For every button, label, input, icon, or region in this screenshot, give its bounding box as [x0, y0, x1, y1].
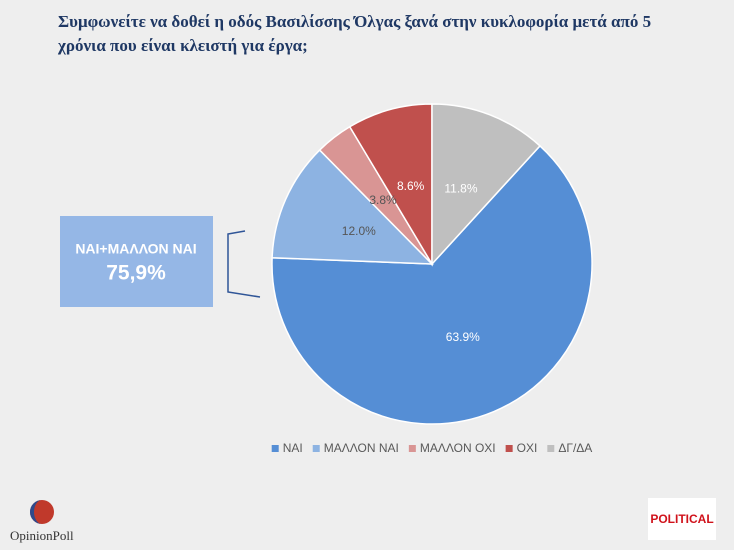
- legend-swatch: [505, 445, 513, 452]
- annotation-label: ΝΑΙ+ΜΑΛΛΟΝ ΝΑΙ: [75, 241, 196, 257]
- logo-right: POLITICAL: [650, 512, 713, 526]
- legend-label: ΜΑΛΛΟΝ ΟΧΙ: [420, 441, 496, 455]
- legend-swatch: [547, 445, 555, 452]
- legend-swatch: [408, 445, 416, 452]
- logo-box: [648, 498, 716, 540]
- pie-slice: [271, 149, 434, 265]
- legend-swatch: [271, 445, 279, 452]
- bracket: [227, 230, 261, 298]
- logo-circle-part: [30, 500, 42, 524]
- pie-slice: [431, 103, 542, 266]
- data-label: 11.8%: [444, 182, 477, 196]
- legend-label: ΝΑΙ: [283, 441, 303, 455]
- annotation-box: [60, 216, 213, 307]
- annotation-value: 75,9%: [106, 262, 166, 285]
- legend-swatch: [312, 445, 320, 452]
- legend-label: ΟΧΙ: [517, 441, 538, 455]
- pie-slice: [271, 144, 593, 425]
- chart-title: Συμφωνείτε να δοθεί η οδός Βασιλίσσης Όλ…: [58, 12, 652, 55]
- data-label: 8.6%: [397, 179, 425, 193]
- legend-label: ΜΑΛΛΟΝ ΝΑΙ: [324, 441, 399, 455]
- logo-left: OpinionPoll: [10, 528, 74, 543]
- legend-label: ΔΓ/ΔΑ: [558, 441, 592, 455]
- data-label: 3.8%: [369, 193, 397, 207]
- data-label: 63.9%: [446, 330, 480, 344]
- logo-circle: [30, 500, 54, 524]
- data-label: 12.0%: [342, 224, 376, 238]
- pie-slice: [348, 103, 433, 267]
